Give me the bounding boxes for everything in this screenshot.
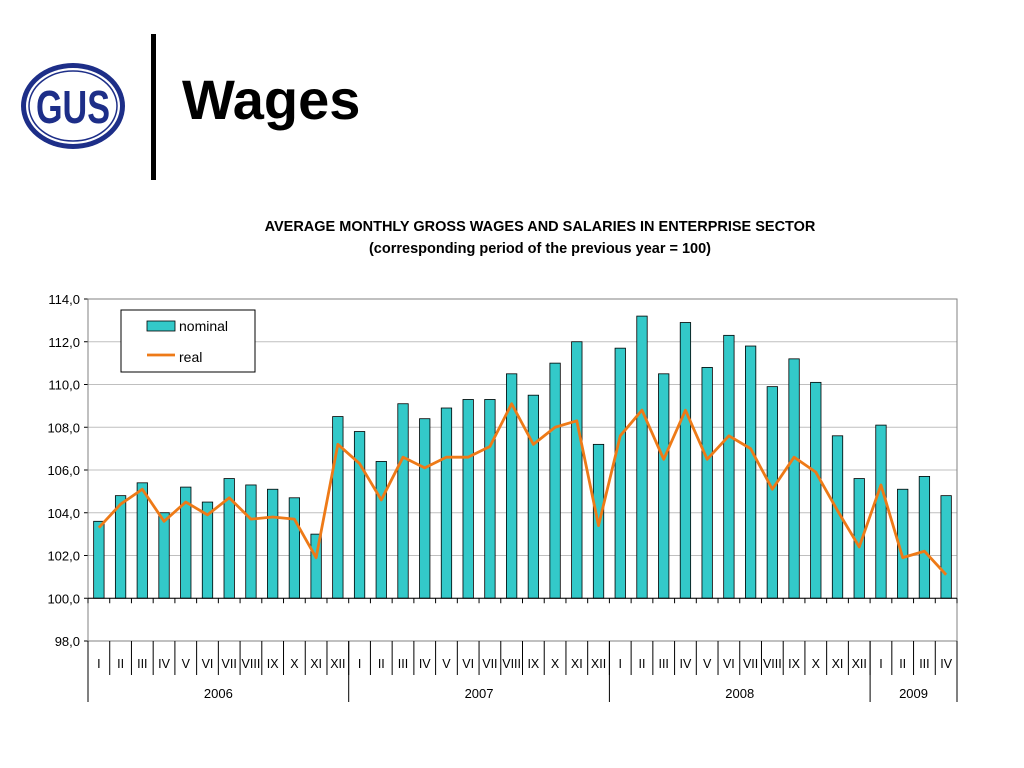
month-label: XI [832,657,844,671]
nominal-bar [658,373,670,599]
legend-box [120,309,256,373]
month-label: I [97,657,100,671]
month-label: VII [222,657,237,671]
month-label: X [551,657,560,671]
month-label: XII [591,657,606,671]
month-label: II [378,657,385,671]
month-label: IV [680,657,692,671]
legend-label-nominal: nominal [179,318,228,334]
y-tick-label: 112,0 [48,335,80,350]
year-label: 2009 [899,686,928,701]
legend-label-real: real [179,349,202,365]
month-label: III [398,657,408,671]
nominal-bar [245,484,257,599]
nominal-bar [614,347,626,599]
chart-title: AVERAGE MONTHLY GROSS WAGES AND SALARIES… [264,219,816,235]
nominal-bar [440,407,453,599]
nominal-bar [571,341,583,599]
nominal-bar [745,345,757,599]
month-label: II [117,657,124,671]
nominal-bar [875,424,887,599]
nominal-bar [788,358,800,599]
year-label: 2007 [465,686,494,701]
month-label: XII [852,657,867,671]
month-label: VIII [242,657,261,671]
month-label: VIII [763,657,782,671]
y-tick-label: 104,0 [47,506,80,521]
month-label: I [879,657,882,671]
nominal-bar [136,482,148,599]
logo-inner-border [28,70,118,142]
month-label: VII [743,657,758,671]
year-label: 2006 [204,686,233,701]
nominal-bar [918,476,931,599]
y-tick-label: 110,0 [48,378,80,393]
month-label: V [703,657,712,671]
nominal-bar [549,362,561,599]
y-tick-label: 108,0 [47,420,80,435]
month-label: X [812,657,821,671]
month-label: XI [310,657,322,671]
nominal-bar [353,431,366,599]
nominal-bar [201,501,214,599]
month-label: II [639,657,646,671]
month-label: VIII [502,657,521,671]
month-label: VI [723,657,735,671]
y-tick-label: 102,0 [47,549,80,564]
month-label: I [619,657,622,671]
nominal-bar [462,399,474,599]
month-label: IV [419,657,431,671]
y-tick-label: 106,0 [47,463,80,478]
real-line [97,402,948,576]
nominal-bar [114,495,127,599]
month-label: V [442,657,451,671]
nominal-bar [375,461,387,599]
nominal-bar [158,512,170,599]
nominal-bar [679,322,692,599]
nominal-bar [288,497,301,599]
month-label: VII [482,657,497,671]
nominal-bar [940,495,952,599]
logo-inner-ring [26,68,120,144]
nominal-bar [701,366,713,599]
logo-text: GUS [36,81,110,133]
legend-swatch-nominal [146,320,176,332]
month-label: VI [202,657,214,671]
month-label: IX [788,657,800,671]
y-tick-label: 114,0 [48,292,80,307]
month-label: XII [330,657,345,671]
month-label: IX [267,657,279,671]
nominal-bar [397,403,409,599]
nominal-bar [484,399,496,599]
month-label: II [899,657,906,671]
month-label: X [290,657,299,671]
nominal-bar [506,373,518,599]
month-label: IX [527,657,539,671]
nominal-bar [766,386,778,599]
nominal-bar [419,418,431,599]
title-divider [151,34,156,180]
month-label: XI [571,657,583,671]
y-tick-label: 98,0 [55,634,80,649]
nominal-bar [723,334,735,599]
gus-logo: GUS [21,63,125,149]
y-tick-label: 100,0 [47,591,80,606]
slide-title: Wages [182,68,361,131]
month-label: I [358,657,361,671]
month-label: V [182,657,191,671]
month-label: VI [462,657,474,671]
month-label: IV [158,657,170,671]
month-label: IV [940,657,952,671]
nominal-bar [810,381,822,599]
year-label: 2008 [725,686,754,701]
month-label: III [137,657,147,671]
nominal-bar [93,520,105,599]
nominal-bar [267,488,279,599]
chart-subtitle: (corresponding period of the previous ye… [368,241,712,257]
nominal-bar [527,394,539,599]
month-label: III [658,657,668,671]
month-label: III [919,657,929,671]
nominal-bar [636,315,648,599]
